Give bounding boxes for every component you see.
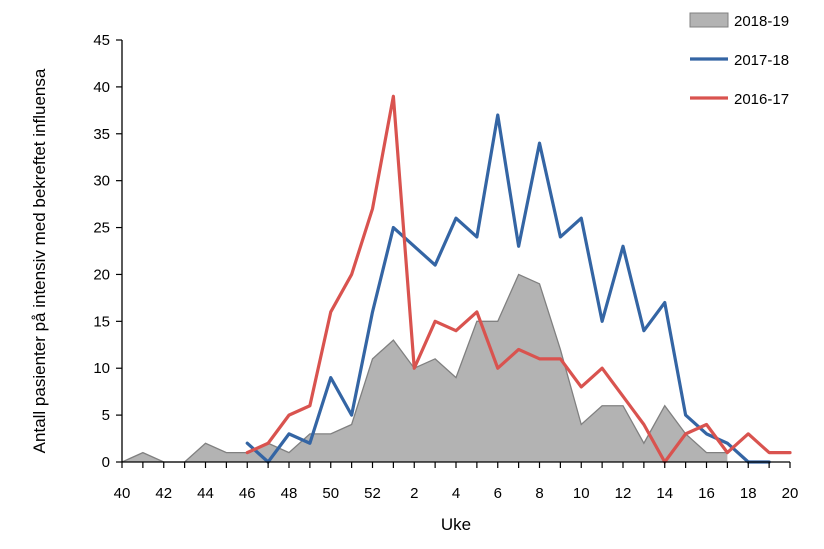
y-tick-label: 20: [93, 266, 110, 283]
y-tick-label: 0: [102, 454, 110, 471]
series-area-2018-19: [122, 274, 728, 462]
x-tick-label: 42: [155, 485, 172, 502]
x-tick-label: 2: [410, 485, 418, 502]
y-tick-label: 45: [93, 32, 110, 49]
y-tick-label: 25: [93, 220, 110, 237]
x-tick-label: 4: [452, 485, 460, 502]
legend-swatch: [689, 12, 729, 28]
y-ticks: 0 5 10 15 20 25 30 35 40 45: [93, 32, 122, 471]
y-axis-title: Antall pasienter på intensiv med bekreft…: [30, 68, 49, 453]
x-tick-label: 52: [364, 485, 381, 502]
y-tick-label: 15: [93, 313, 110, 330]
y-tick-label: 40: [93, 79, 110, 96]
y-tick-label: 30: [93, 173, 110, 190]
x-tick-label: 48: [281, 485, 298, 502]
legend-label: 2018-19: [734, 13, 789, 30]
x-tick-label: 46: [239, 485, 256, 502]
y-tick-label: 5: [102, 407, 110, 424]
x-tick-label: 20: [782, 485, 799, 502]
x-tick-label: 18: [740, 485, 757, 502]
legend: 2018-19 2017-18 2016-17: [689, 12, 789, 108]
plot-area: [121, 94, 792, 464]
x-tick-label: 14: [656, 485, 673, 502]
legend-label: 2017-18: [734, 52, 789, 69]
x-ticks: 40 42 44 46 48 50 52 2 4 6 8 10 12 14 16 18 20: [114, 462, 799, 502]
x-tick-label: 6: [494, 485, 502, 502]
x-tick-label: 8: [535, 485, 543, 502]
x-tick-label: 16: [698, 485, 715, 502]
y-tick-label: 35: [93, 126, 110, 143]
legend-label: 2016-17: [734, 91, 789, 108]
x-axis-title: Uke: [441, 515, 471, 534]
x-tick-label: 50: [322, 485, 339, 502]
series-line-2017-18: [245, 113, 771, 464]
x-tick-label: 10: [573, 485, 590, 502]
series-line-2016-17: [245, 94, 792, 464]
x-tick-label: 44: [197, 485, 214, 502]
series-area-outline-2018-19: [121, 273, 728, 463]
x-tick-label: 12: [615, 485, 632, 502]
x-tick-label: 40: [114, 485, 131, 502]
y-tick-label: 10: [93, 360, 110, 377]
